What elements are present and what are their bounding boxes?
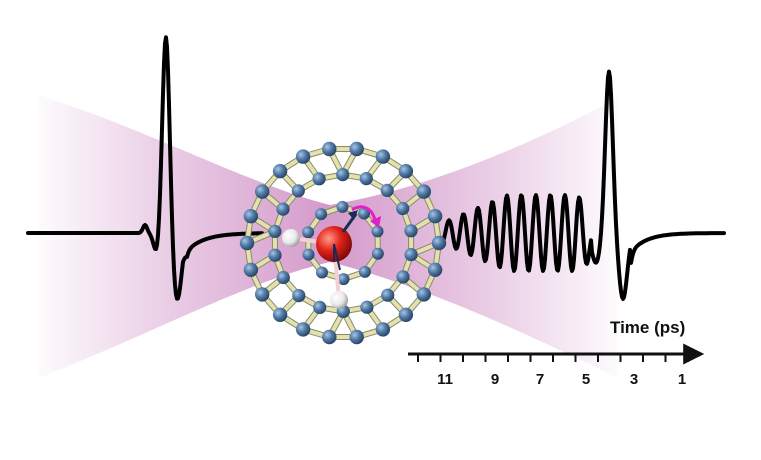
dipole-arrowhead-icon — [348, 210, 358, 220]
carbon-atom — [295, 149, 311, 164]
water-molecule — [282, 205, 381, 309]
incident-terahertz-pulse — [26, 35, 264, 301]
carbon-atom — [255, 287, 270, 302]
time-axis-tick-labels: 11 9 7 5 3 1 — [437, 371, 686, 388]
carbon-atom — [431, 235, 447, 251]
time-tick-label: 9 — [491, 371, 499, 388]
carbon-atom — [396, 201, 410, 216]
dipole-vector — [333, 243, 341, 271]
carbon-atom — [349, 329, 364, 345]
carbon-atom — [416, 184, 431, 199]
rotation-arrowhead-icon — [370, 216, 381, 228]
carbon-atom — [316, 266, 328, 279]
carbon-atom — [268, 248, 282, 262]
carbon-atom — [276, 270, 290, 285]
carbon-atom — [291, 184, 305, 198]
time-tick-label: 5 — [582, 371, 590, 388]
carbon-atom — [404, 224, 418, 238]
carbon-atom — [371, 247, 384, 260]
carbon-atom — [375, 149, 391, 164]
rotation-arrow-icon — [351, 205, 377, 221]
carbon-atom — [272, 307, 288, 322]
carbon-atom — [358, 265, 371, 278]
carbon-atom — [336, 168, 350, 182]
carbon-atom — [292, 289, 306, 303]
carbon-atom — [404, 248, 418, 262]
time-tick-label: 7 — [536, 371, 544, 388]
carbon-atom — [302, 226, 315, 239]
carbon-atom — [243, 262, 259, 277]
carbon-atom — [375, 322, 391, 337]
time-tick-label: 3 — [630, 371, 638, 388]
carbon-atom — [359, 172, 373, 186]
hydrogen-atom-1 — [282, 229, 300, 247]
time-tick-label: 1 — [678, 371, 686, 388]
carbon-atom — [336, 200, 349, 213]
carbon-atom — [322, 329, 337, 345]
carbon-atom — [358, 207, 370, 220]
emitted-terahertz-signal — [436, 69, 726, 301]
carbon-atom — [427, 209, 443, 224]
carbon-atom — [416, 287, 431, 302]
beam-left — [38, 95, 330, 378]
time-axis-title: Time (ps) — [610, 318, 685, 337]
carbon-atom — [313, 300, 327, 314]
carbon-atom — [349, 141, 364, 157]
carbon-atom — [380, 183, 394, 197]
carbon-atom — [398, 307, 414, 322]
carbon-atom — [312, 172, 326, 186]
carbon-atom — [322, 141, 337, 157]
carbon-atom — [398, 164, 414, 179]
hydrogen-atom-2 — [330, 291, 348, 309]
carbon-atom — [381, 288, 395, 302]
carbon-atom — [243, 209, 259, 224]
carbon-atom — [337, 273, 350, 286]
carbon-atom — [315, 208, 328, 221]
carbon-atom — [295, 322, 311, 337]
carbon-atom — [268, 224, 282, 238]
carbon-atom — [276, 202, 290, 216]
fullerene-cage — [239, 141, 447, 345]
time-axis-ticks — [417, 354, 689, 362]
carbon-atom — [255, 184, 270, 199]
carbon-atom — [371, 225, 384, 238]
carbon-atom — [360, 300, 374, 314]
carbon-atom — [239, 235, 255, 251]
carbon-atom — [396, 270, 410, 284]
carbon-atom — [427, 262, 443, 277]
time-tick-label: 11 — [437, 371, 453, 388]
carbon-atom — [302, 248, 315, 261]
carbon-atom — [272, 164, 288, 179]
time-axis: Time (ps) 11 9 7 5 3 1 — [408, 318, 705, 388]
